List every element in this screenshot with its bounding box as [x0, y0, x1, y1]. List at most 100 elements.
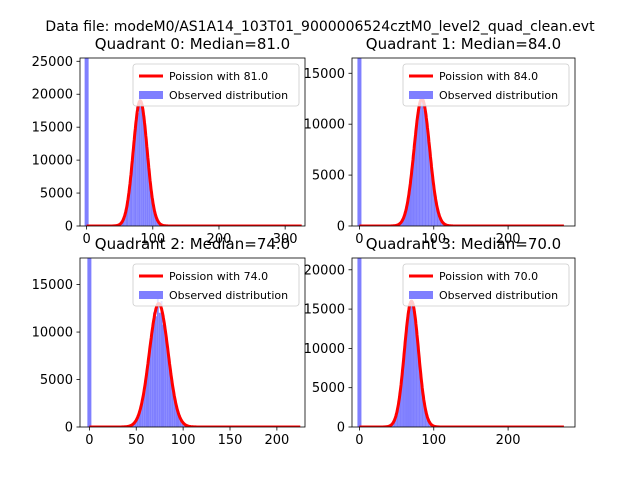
observed-bar	[137, 113, 139, 226]
legend-box	[402, 63, 570, 107]
observed-bar	[126, 201, 129, 226]
observed-bar	[408, 309, 410, 427]
observed-bar	[393, 420, 396, 427]
x-tick-label: 0	[355, 232, 363, 247]
observed-bar	[138, 414, 140, 427]
observed-bar	[138, 95, 141, 226]
observed-bar	[433, 190, 436, 226]
x-tick-label: 200	[207, 232, 232, 247]
legend-label: Observed distribution	[169, 89, 288, 102]
legend-label: Poission with 81.0	[169, 70, 268, 83]
observed-bar	[151, 333, 154, 427]
legend-label: Observed distribution	[439, 289, 558, 302]
legend: Poission with 84.0 Observed distribution	[402, 63, 570, 107]
observed-bar	[427, 420, 430, 427]
observed-bar	[424, 410, 427, 427]
observed-bar	[124, 214, 126, 226]
y-tick-label: 20000	[304, 263, 345, 278]
observed-bar	[150, 189, 153, 226]
legend-patch-swatch	[409, 291, 433, 299]
y-tick-label: 10000	[32, 326, 73, 341]
observed-bar	[129, 182, 131, 226]
observed-bar	[125, 209, 127, 226]
x-tick-label: 100	[140, 232, 165, 247]
x-tick-label: 0	[355, 433, 363, 448]
observed-bar	[134, 421, 137, 427]
observed-bar	[168, 358, 170, 427]
observed-bar	[421, 393, 424, 427]
observed-bar	[435, 201, 437, 226]
observed-bar	[418, 103, 421, 226]
observed-bar	[409, 301, 412, 427]
observed-bar	[418, 367, 421, 427]
observed-bar	[414, 312, 416, 427]
subplot-title: Quadrant 2: Median=74.0	[95, 235, 290, 253]
y-tick-label: 5000	[312, 381, 345, 396]
observed-bar	[156, 218, 158, 226]
subplot-grid: 0 100 200 3000500010000150002000025000Quadr…	[32, 35, 576, 448]
subplot-quadrant-3: 0 100 200 0 5000 10000 15000 20000 Quadrant 3: M…	[304, 235, 576, 448]
observed-bar	[177, 412, 180, 427]
y-tick-label: 10000	[304, 118, 345, 133]
poisson-fit-line	[358, 97, 565, 226]
observed-bar	[436, 208, 439, 226]
observed-bar	[181, 421, 184, 427]
observed-bar	[417, 341, 419, 427]
observed-bar	[149, 342, 152, 427]
observed-bar	[153, 312, 155, 427]
y-tick-label: 10000	[32, 154, 73, 169]
legend-label: Observed distribution	[439, 89, 558, 102]
observed-bar	[171, 387, 174, 427]
axes-frame	[351, 257, 576, 428]
subplot-title: Quadrant 0: Median=81.0	[95, 35, 290, 53]
observed-bar	[396, 410, 399, 427]
subplot-quadrant-2: 0 50 100 150 200 0 5000 10000 15000 Quadrant 2: M…	[32, 235, 306, 448]
observed-bar	[133, 133, 135, 226]
legend-patch-swatch	[409, 91, 433, 99]
subplot-quadrant-0: 0 100 200 300 0 5000 10000 15000 20000 25000 Quadr…	[32, 35, 306, 247]
observed-bar	[141, 399, 144, 427]
y-tick-label: 15000	[304, 303, 345, 318]
observed-bar	[399, 393, 402, 427]
y-tick-label: 0	[337, 220, 345, 235]
observed-bar	[402, 218, 405, 226]
observed-spike-bar	[357, 258, 362, 427]
observed-bar	[415, 127, 418, 226]
observed-bar	[152, 203, 154, 226]
observed-bar	[412, 311, 415, 427]
observed-spike-bar	[87, 258, 92, 427]
observed-bar	[128, 191, 130, 226]
observed-bar	[421, 94, 424, 226]
axes-frame	[79, 257, 306, 428]
y-tick-label: 15000	[304, 67, 345, 82]
figure-suptitle: Data file: modeM0/AS1A14_103T01_90000065…	[45, 19, 595, 35]
observed-bar	[420, 374, 422, 427]
plot-area	[84, 58, 303, 226]
observed-spike-bar	[357, 58, 362, 226]
observed-bar	[123, 218, 125, 226]
observed-spike-bar	[84, 58, 89, 226]
observed-bar	[148, 164, 150, 226]
legend: Poission with 74.0 Observed distribution	[132, 263, 300, 307]
observed-bar	[402, 367, 405, 427]
legend-box	[132, 263, 300, 307]
observed-bar	[423, 400, 425, 427]
x-tick-label: 100	[171, 433, 196, 448]
observed-bar	[143, 385, 146, 427]
observed-bar	[154, 215, 157, 226]
observed-bar	[409, 183, 412, 226]
x-tick-label: 100	[421, 433, 446, 448]
observed-bar	[153, 208, 155, 226]
observed-bar	[179, 418, 182, 427]
y-tick-label: 15000	[32, 278, 73, 293]
poisson-fit-line	[358, 299, 565, 427]
observed-bar	[404, 214, 406, 226]
observed-bar	[411, 299, 413, 427]
observed-bar	[439, 218, 442, 226]
observed-bar	[398, 400, 400, 427]
observed-bar	[136, 106, 138, 226]
observed-bar	[170, 373, 172, 427]
x-tick-label: 0	[82, 232, 90, 247]
x-tick-label: 50	[128, 433, 145, 448]
